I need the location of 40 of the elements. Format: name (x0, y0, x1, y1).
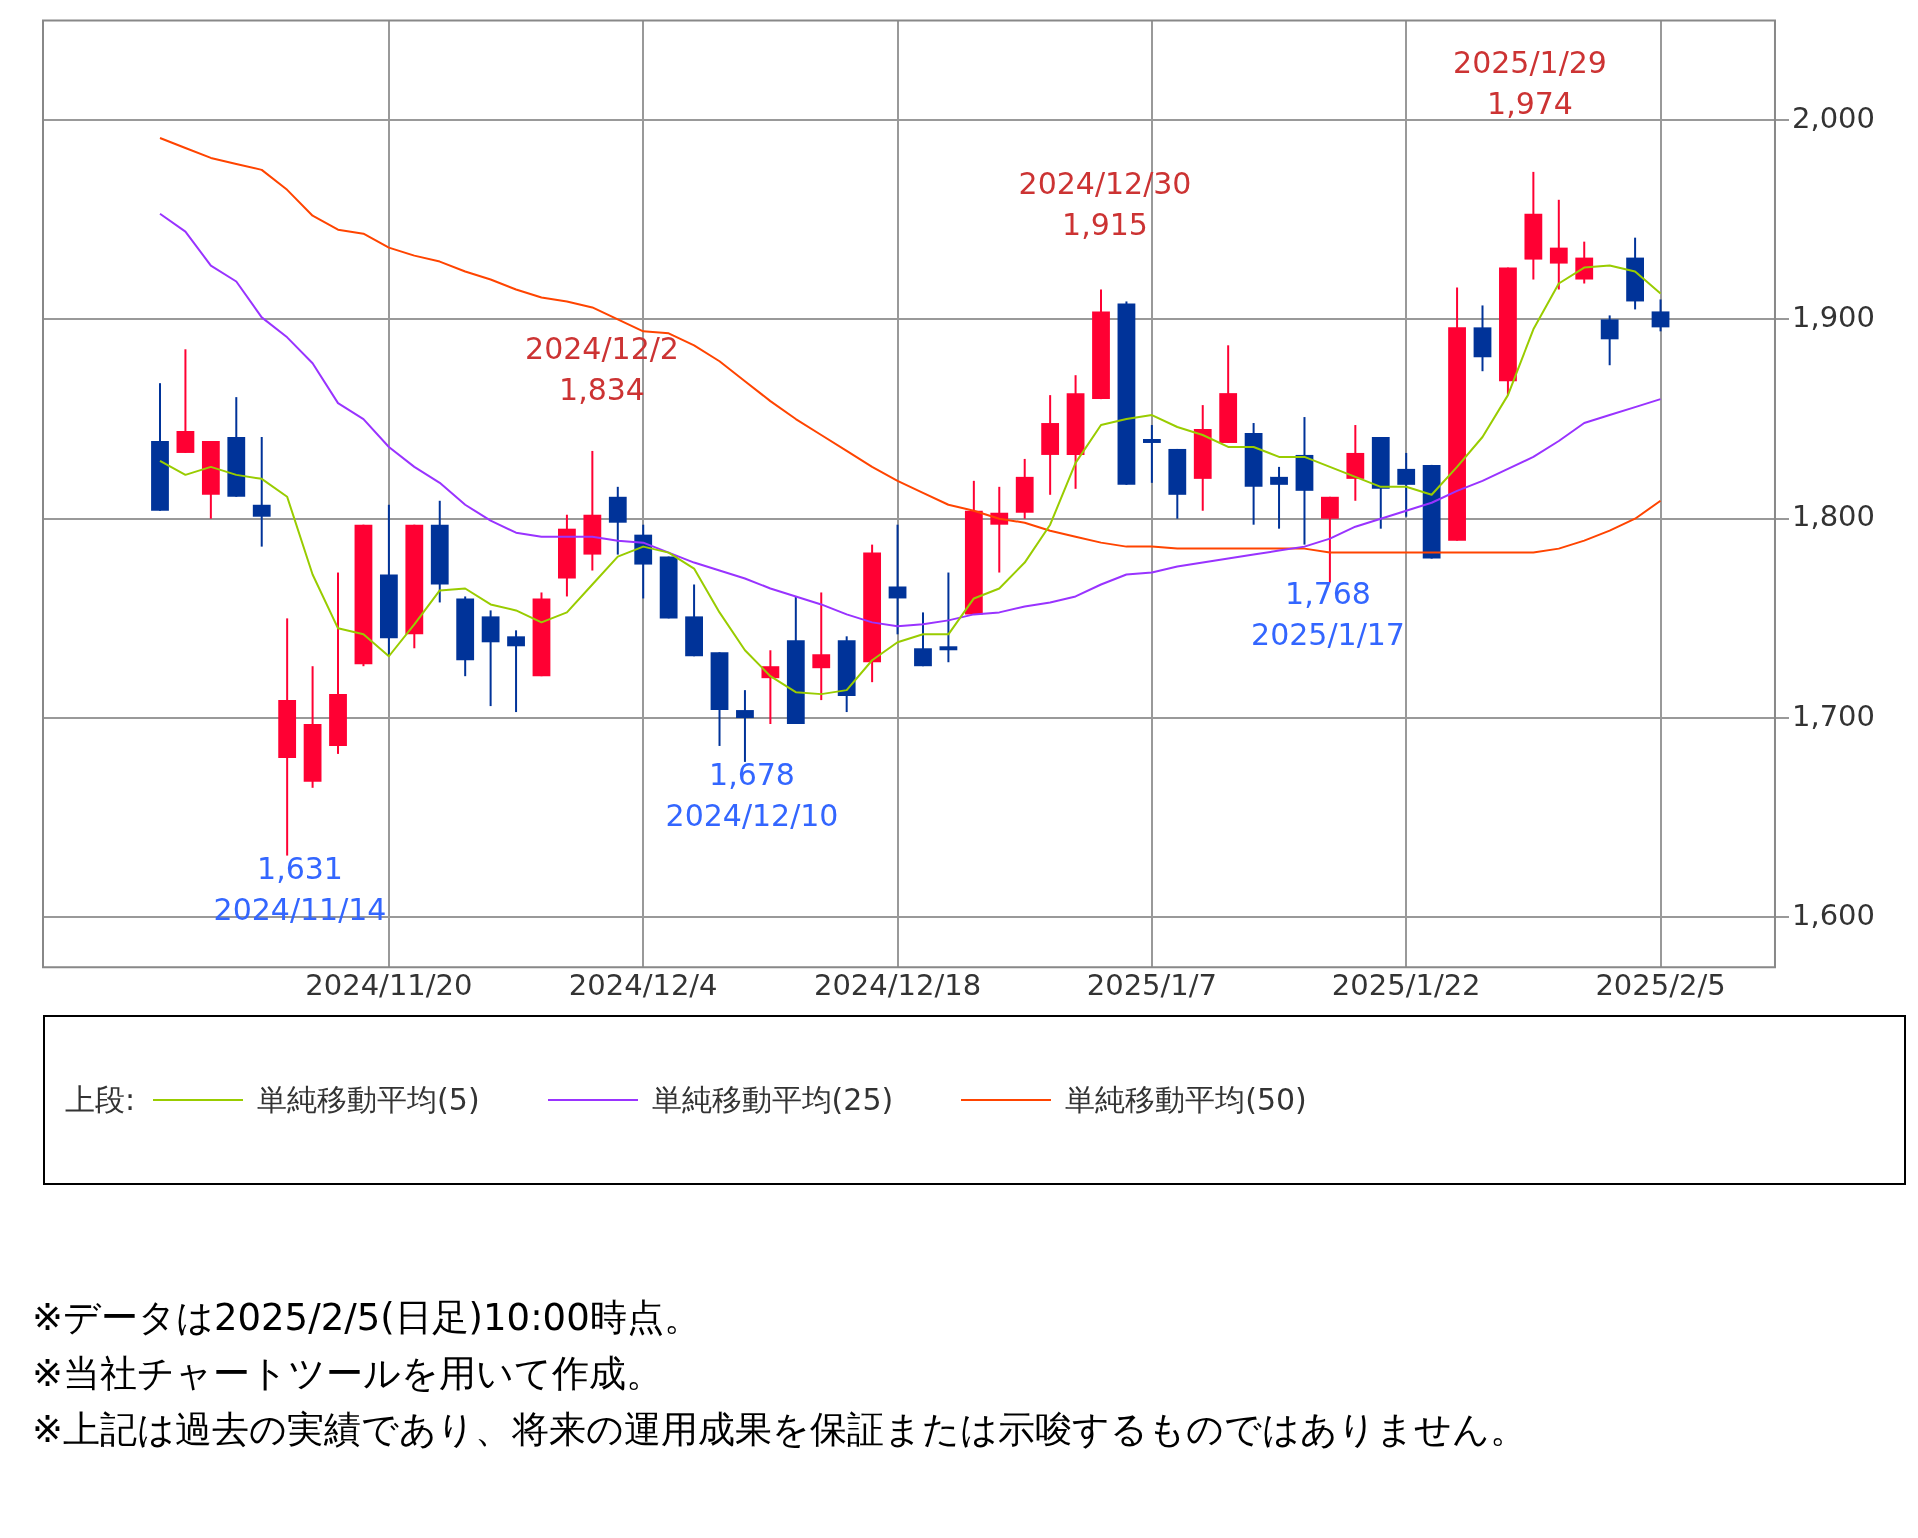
candlestick (888, 523, 907, 636)
candlestick (1575, 240, 1594, 285)
legend-title: 上段: (65, 1080, 136, 1119)
candlestick (252, 435, 271, 548)
annotation: 1,631 2024/11/14 (213, 850, 387, 927)
candlestick (812, 591, 831, 702)
text: ※当社チャートツールを用いて作成。 (32, 1351, 664, 1397)
y-tick-label: 1,800 (1791, 499, 1876, 534)
y-tick-label: 1,700 (1791, 698, 1876, 733)
x-tick-label: 2024/11/20 (305, 968, 473, 1003)
candlestick (1142, 424, 1161, 484)
x-tick-label: 2024/12/4 (568, 968, 718, 1003)
candlestick (1321, 495, 1339, 584)
candlestick (507, 629, 525, 714)
text: ※上記は過去の実績であり、将来の運用成果を保証または示唆するものではありません。 (32, 1407, 1528, 1453)
annotation: 1,768 2025/1/17 (1251, 575, 1405, 652)
candlestick (1549, 198, 1568, 291)
candlestick (1397, 451, 1416, 518)
x-tick-label: 2025/1/22 (1331, 968, 1481, 1003)
candlestick (939, 571, 958, 664)
candlestick (736, 689, 754, 763)
legend-label: 単純移動平均(25) (651, 1080, 894, 1119)
candlestick (1600, 314, 1619, 367)
y-tick-label: 1,600 (1791, 897, 1876, 932)
y-tick-label: 1,900 (1791, 299, 1876, 334)
y-tick-label: 2,000 (1791, 100, 1876, 135)
candlestick (1651, 298, 1670, 333)
x-tick-label: 2025/1/7 (1086, 968, 1217, 1003)
text: ※データは2025/2/5(日足)10:00時点。 (32, 1295, 702, 1341)
x-tick-label: 2024/12/18 (813, 968, 982, 1003)
annotation: 2024/12/2 1,834 (525, 330, 679, 407)
annotation: 1,678 2024/12/10 (665, 756, 839, 833)
candlestick (176, 348, 195, 454)
annotation: 2024/12/30 1,915 (1018, 165, 1192, 242)
legend-label: 単純移動平均(50) (1065, 1080, 1307, 1119)
candlestick (914, 611, 932, 668)
candlestick (1270, 465, 1288, 530)
annotation: 2025/1/29 1,974 (1453, 44, 1607, 121)
legend-label: 単純移動平均(5) (257, 1080, 480, 1119)
x-tick-label: 2025/2/5 (1595, 968, 1726, 1003)
